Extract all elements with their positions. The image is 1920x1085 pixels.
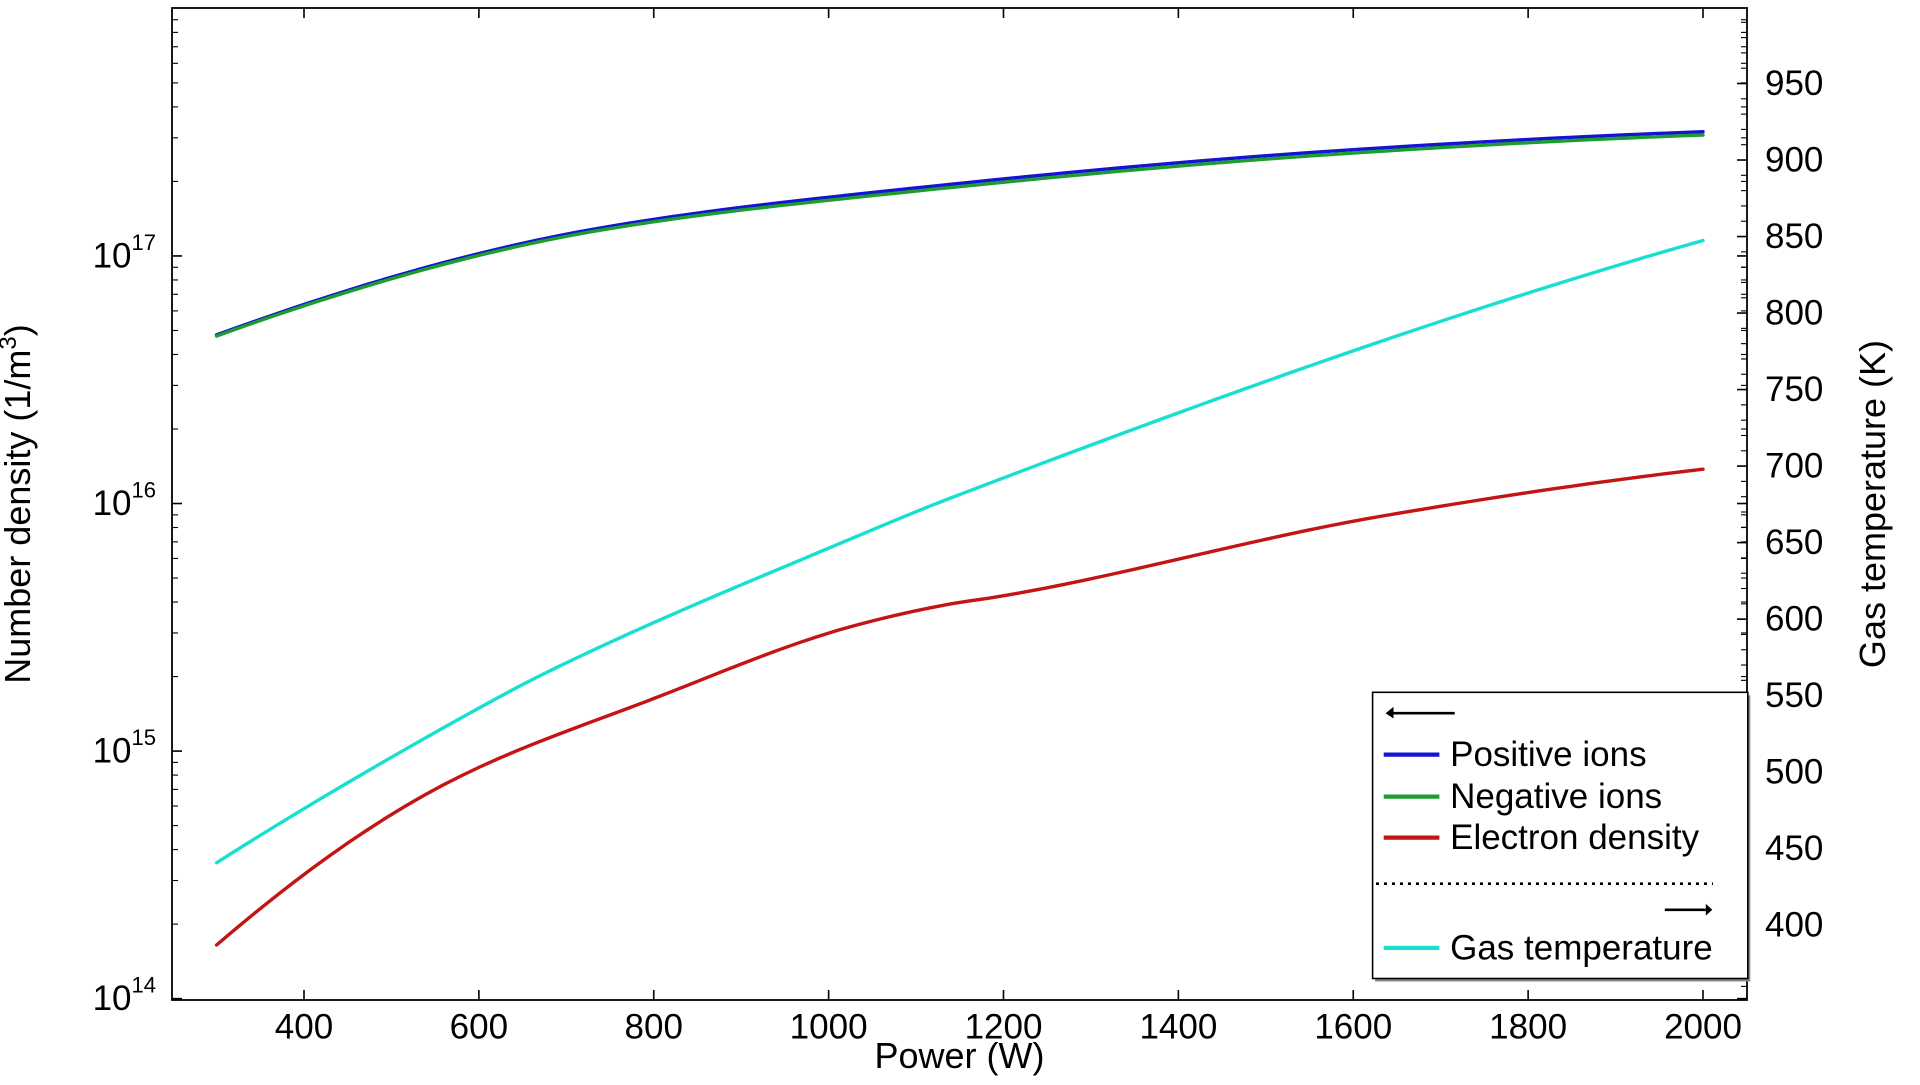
svg-text:1800: 1800: [1489, 1008, 1567, 1047]
svg-text:2000: 2000: [1664, 1008, 1742, 1047]
svg-text:Positive ions: Positive ions: [1450, 735, 1646, 774]
svg-text:Power (W): Power (W): [875, 1035, 1045, 1076]
svg-text:950: 950: [1765, 64, 1823, 103]
svg-text:1015: 1015: [93, 725, 156, 771]
svg-text:500: 500: [1765, 753, 1823, 792]
svg-text:850: 850: [1765, 217, 1823, 256]
svg-text:800: 800: [625, 1008, 683, 1047]
svg-text:1017: 1017: [93, 229, 156, 275]
svg-text:800: 800: [1765, 294, 1823, 333]
svg-text:Gas temperature (K): Gas temperature (K): [1852, 340, 1893, 668]
svg-text:Electron density: Electron density: [1450, 818, 1700, 857]
svg-text:600: 600: [1765, 600, 1823, 639]
svg-text:900: 900: [1765, 141, 1823, 180]
svg-text:750: 750: [1765, 370, 1823, 409]
svg-text:Number density (1/m3): Number density (1/m3): [0, 324, 38, 683]
svg-text:550: 550: [1765, 676, 1823, 715]
svg-text:700: 700: [1765, 447, 1823, 486]
svg-text:1000: 1000: [790, 1008, 868, 1047]
svg-text:1400: 1400: [1139, 1008, 1217, 1047]
svg-text:600: 600: [450, 1008, 508, 1047]
svg-text:Negative ions: Negative ions: [1450, 777, 1662, 816]
svg-text:1014: 1014: [93, 972, 156, 1018]
svg-text:Gas temperature: Gas temperature: [1450, 928, 1713, 967]
svg-text:1016: 1016: [93, 477, 156, 523]
svg-text:400: 400: [275, 1008, 333, 1047]
svg-text:400: 400: [1765, 906, 1823, 945]
svg-text:450: 450: [1765, 829, 1823, 868]
svg-text:650: 650: [1765, 523, 1823, 562]
svg-text:1600: 1600: [1314, 1008, 1392, 1047]
